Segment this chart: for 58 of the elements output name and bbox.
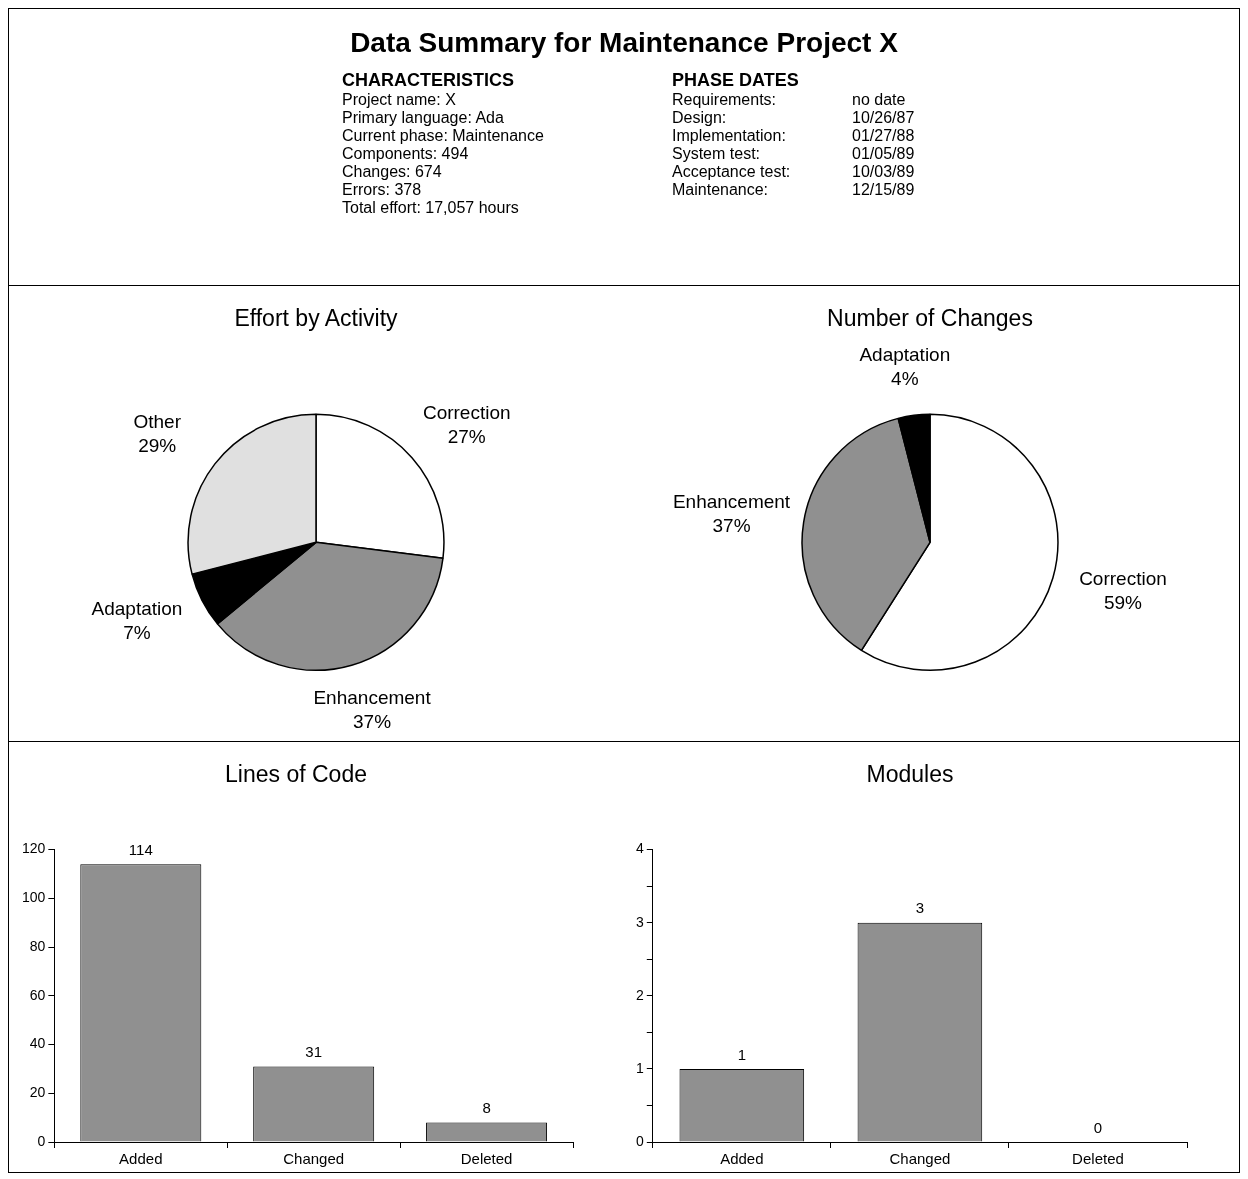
slice-label: Correction: [1079, 567, 1167, 589]
data-label: 4%: [891, 367, 919, 389]
data-label: 0: [1093, 1118, 1103, 1136]
y-tick-label: 3: [635, 913, 644, 930]
text: Maintenance: 12/15/89: [672, 181, 915, 198]
y-tick-label: 2: [635, 986, 644, 1003]
slice-label: Adaptation: [859, 343, 951, 365]
data-label: 59%: [1103, 591, 1143, 613]
chart-title: Effort by Activity: [234, 305, 399, 332]
data-label: 7%: [123, 622, 151, 644]
text: Design: 10/26/87: [672, 109, 915, 126]
chart-title: Modules: [866, 761, 954, 788]
data-label: 37%: [712, 515, 751, 537]
x-tick-label: Changed: [283, 1150, 345, 1168]
data-label: 1: [737, 1045, 746, 1063]
y-tick-label: 40: [29, 1035, 46, 1052]
text: CHARACTERISTICS: [342, 69, 515, 91]
data-label: 29%: [138, 434, 177, 456]
y-tick-label: 120: [22, 840, 46, 857]
text: Data Summary for Maintenance Project X: [349, 26, 899, 60]
text: Requirements: no date: [672, 91, 906, 108]
data-label: 31: [305, 1043, 323, 1061]
slice-label: Enhancement: [672, 491, 791, 513]
text: PHASE DATES: [672, 69, 800, 91]
x-tick-label: Deleted: [460, 1150, 513, 1168]
text: Acceptance test: 10/03/89: [672, 163, 915, 180]
text: Changes: 674: [342, 163, 443, 181]
text: Implementation: 01/27/88: [672, 127, 915, 144]
y-tick-label: 0: [37, 1132, 46, 1149]
text: Project name: X: [342, 91, 457, 109]
text: Components: 494: [342, 145, 470, 163]
y-tick-label: 0: [635, 1132, 644, 1149]
slice-label: Other: [133, 410, 182, 432]
x-tick-label: Deleted: [1072, 1150, 1124, 1168]
slice-label: Adaptation: [91, 598, 183, 620]
y-tick-label: 4: [635, 840, 644, 857]
data-label: 37%: [353, 711, 392, 733]
y-tick-label: 60: [29, 986, 46, 1003]
slice-label: Correction: [422, 402, 511, 424]
chart-title: Lines of Code: [225, 761, 367, 788]
y-tick-label: 80: [29, 937, 46, 954]
text: Current phase: Maintenance: [342, 127, 545, 145]
data-label: 3: [915, 899, 925, 917]
x-tick-label: Changed: [889, 1150, 951, 1168]
y-tick-label: 1: [635, 1059, 644, 1076]
data-label: 27%: [447, 426, 486, 448]
data-label: 114: [128, 840, 153, 858]
text: Primary language: Ada: [342, 109, 505, 127]
chart-title: Number of Changes: [827, 305, 1033, 332]
y-tick-label: 100: [22, 889, 46, 906]
text: Total effort: 17,057 hours: [342, 199, 520, 217]
x-tick-label: Added: [119, 1150, 163, 1168]
y-tick-label: 20: [29, 1084, 46, 1101]
x-tick-label: Added: [720, 1150, 764, 1168]
slice-label: Enhancement: [313, 687, 432, 709]
data-label: 8: [482, 1099, 491, 1117]
text: System test: 01/05/89: [672, 145, 915, 162]
text: Errors: 378: [342, 181, 423, 199]
